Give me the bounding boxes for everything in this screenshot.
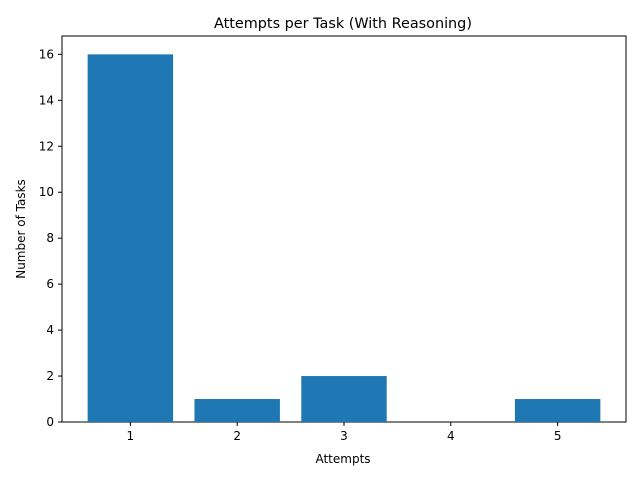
x-tick-label: 5: [554, 429, 562, 443]
y-axis-ticks: 0 2 4 6 8 10 12 14 16: [39, 47, 62, 429]
bar-2: [194, 399, 280, 422]
x-tick-label: 2: [233, 429, 241, 443]
chart-title: Attempts per Task (With Reasoning): [214, 16, 472, 32]
bar-1: [87, 54, 174, 422]
y-tick-label: 10: [39, 185, 54, 199]
x-tick-label: 4: [447, 429, 455, 443]
x-axis-ticks: 1 2 3 4 5: [127, 422, 562, 443]
x-tick-label: 3: [340, 429, 348, 443]
y-tick-label: 12: [39, 139, 54, 153]
y-axis-label: Number of Tasks: [14, 179, 28, 279]
bars-group: [87, 54, 601, 422]
bar-3: [301, 376, 387, 422]
bar-5: [514, 399, 601, 422]
y-tick-label: 4: [46, 323, 54, 337]
x-axis-label: Attempts: [315, 452, 370, 466]
y-tick-label: 16: [39, 47, 54, 61]
y-tick-label: 8: [46, 231, 54, 245]
y-tick-label: 2: [46, 369, 54, 383]
y-tick-label: 6: [46, 277, 54, 291]
y-tick-label: 0: [46, 415, 54, 429]
y-tick-label: 14: [39, 93, 54, 107]
x-tick-label: 1: [127, 429, 135, 443]
